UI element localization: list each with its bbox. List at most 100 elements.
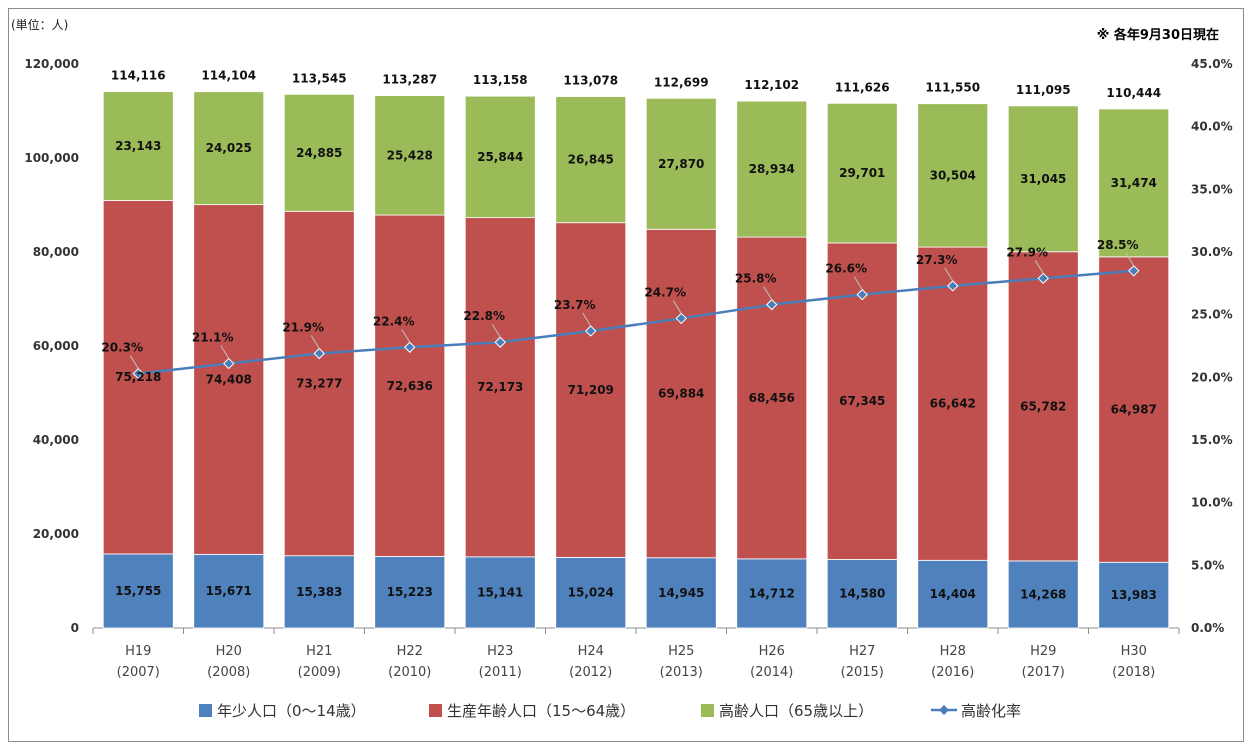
data-label-elderly: 26,845 <box>568 153 614 167</box>
y-right-tick-label: 20.0% <box>1191 370 1233 384</box>
data-label-total: 112,102 <box>744 78 799 92</box>
bar-segment-youth <box>645 557 717 629</box>
data-label-total: 113,287 <box>382 73 437 87</box>
data-label-youth: 15,141 <box>477 585 523 599</box>
data-label-elderly: 29,701 <box>839 166 885 180</box>
bar-segment-elderly <box>1007 105 1079 253</box>
chart-frame: (単位：人) ※ 各年9月30日現在 0 20,000 40,000 60,000 80… <box>8 8 1244 742</box>
y-left-tick-label: 60,000 <box>33 339 79 353</box>
bar-segment-youth <box>102 553 174 629</box>
bar-segment-elderly <box>464 95 536 219</box>
aging-rate-line <box>138 269 1134 375</box>
bar-segment-working-age <box>374 214 446 557</box>
aging-rate-leader <box>1125 252 1135 267</box>
y-right-tick-label: 25.0% <box>1191 308 1233 322</box>
bar-segment-youth <box>283 555 355 629</box>
bar-segment-youth <box>736 558 808 629</box>
aging-rate-point <box>404 341 416 353</box>
y-right-tick-label: 15.0% <box>1191 433 1233 447</box>
bar-segment-youth <box>917 559 989 629</box>
x-tick-sublabel: (2010) <box>388 665 431 680</box>
data-label-youth: 14,268 <box>1020 587 1066 601</box>
aging-rate-label: 25.8% <box>735 272 777 286</box>
data-label-youth: 13,983 <box>1111 588 1157 602</box>
bar-segment-working-age <box>193 204 265 555</box>
aging-rate-point <box>947 280 959 292</box>
y-left-tick-label: 100,000 <box>24 151 79 165</box>
data-label-youth: 15,024 <box>568 586 614 600</box>
aging-rate-label: 27.9% <box>1006 245 1048 259</box>
aging-rate-point <box>585 325 597 337</box>
y-left-tick-label: 80,000 <box>33 245 79 259</box>
bar-segment-working-age <box>555 222 627 558</box>
aging-rate-point <box>132 367 144 380</box>
aging-rate-label: 26.6% <box>825 262 867 276</box>
x-tick-sublabel: (2012) <box>569 665 612 680</box>
aging-rate-leader <box>582 312 592 327</box>
data-label-youth: 15,223 <box>387 585 433 599</box>
aging-rate-label: 22.8% <box>463 309 505 323</box>
bar-segment-working-age <box>736 236 808 560</box>
bar-segment-working-age <box>917 246 989 561</box>
data-label-elderly: 24,885 <box>296 146 342 160</box>
data-label-elderly: 28,934 <box>749 162 795 176</box>
data-label-total: 113,078 <box>563 74 618 88</box>
data-label-total: 111,095 <box>1016 83 1071 97</box>
x-tick-sublabel: (2014) <box>750 665 793 680</box>
x-tick-label: H30 <box>1121 644 1147 659</box>
bar-segment-elderly <box>736 100 808 238</box>
bar-segment-elderly <box>645 97 717 230</box>
y-right-tick-label: 30.0% <box>1191 245 1233 259</box>
y-right-tick-label: 40.0% <box>1191 120 1233 134</box>
unit-label: (単位：人) <box>11 17 68 32</box>
bar-segment-youth <box>193 553 265 629</box>
aging-rate-leader <box>129 355 139 369</box>
y-right-tick-label: 5.0% <box>1191 558 1224 572</box>
bar-segment-youth <box>555 556 627 629</box>
x-tick-label: H22 <box>397 644 423 659</box>
y-right-tick-label: 10.0% <box>1191 496 1233 510</box>
data-label-working-age: 68,456 <box>749 391 795 405</box>
data-label-total: 112,699 <box>654 75 709 89</box>
legend-elderly-swatch <box>701 704 714 717</box>
data-label-working-age: 65,782 <box>1020 399 1066 413</box>
aging-rate-leader <box>1034 260 1044 274</box>
x-tick-label: H28 <box>940 644 966 659</box>
x-tick-label: H23 <box>487 644 513 659</box>
data-label-youth: 15,383 <box>296 585 342 599</box>
data-label-youth: 15,755 <box>115 584 161 598</box>
bar-segment-working-age <box>283 210 355 557</box>
aging-rate-point <box>856 288 868 301</box>
legend-youth-label: 年少人口（0〜14歳） <box>217 702 366 720</box>
x-tick-sublabel: (2011) <box>479 665 522 680</box>
data-label-elderly: 23,143 <box>115 139 161 153</box>
data-label-working-age: 71,209 <box>568 383 614 397</box>
data-label-total: 110,444 <box>1106 86 1161 100</box>
x-tick-sublabel: (2017) <box>1022 665 1065 680</box>
data-label-elderly: 31,045 <box>1020 172 1066 186</box>
aging-rate-leader <box>672 300 682 314</box>
aging-rate-leader <box>944 267 954 282</box>
y-left-tick-label: 0 <box>71 621 79 635</box>
data-label-youth: 14,580 <box>839 587 885 601</box>
x-tick-label: H21 <box>306 644 332 659</box>
y-right-tick-label: 35.0% <box>1191 182 1233 196</box>
aging-rate-point <box>494 336 506 348</box>
aging-rate-leader <box>401 328 411 343</box>
aging-rate-label: 22.4% <box>373 314 415 328</box>
population-chart: (単位：人) ※ 各年9月30日現在 0 20,000 40,000 60,000 80… <box>11 17 1233 720</box>
data-label-working-age: 75,218 <box>115 370 161 384</box>
data-label-working-age: 67,345 <box>839 394 885 408</box>
x-tick-sublabel: (2008) <box>207 665 250 680</box>
bar-segment-youth <box>374 556 446 629</box>
data-label-elderly: 25,428 <box>387 148 433 162</box>
data-label-total: 114,104 <box>201 69 256 83</box>
bar-segment-working-age <box>645 228 717 559</box>
data-label-elderly: 25,844 <box>477 150 523 164</box>
x-tick-label: H20 <box>216 644 242 659</box>
aging-rate-label: 27.3% <box>916 253 958 267</box>
bar-segment-elderly <box>826 102 898 244</box>
aging-rate-point <box>313 347 325 360</box>
data-label-elderly: 31,474 <box>1111 176 1157 190</box>
x-tick-label: H24 <box>578 644 604 659</box>
